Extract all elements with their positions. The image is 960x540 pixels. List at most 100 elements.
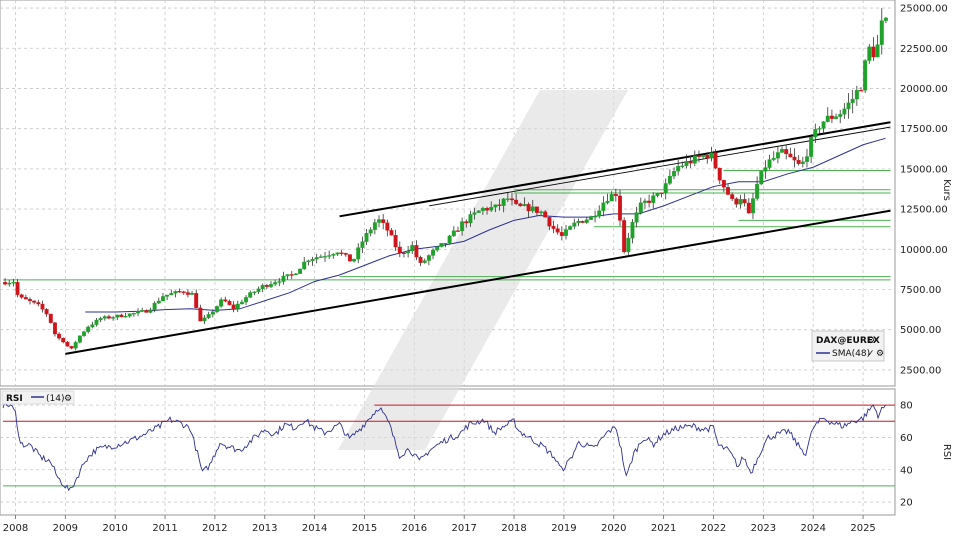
candle-body <box>435 246 440 251</box>
candle-body <box>385 222 390 231</box>
candle-body <box>638 202 643 213</box>
candle-body <box>173 291 178 294</box>
settings-icon[interactable]: ⚙ <box>867 336 875 346</box>
rsi-line <box>2 400 886 492</box>
candle-body <box>7 282 12 285</box>
x-tick-label: 2025 <box>850 523 875 534</box>
price-tick-label: 15000.00 <box>900 164 948 175</box>
candle-body <box>788 153 793 158</box>
candle-body <box>834 116 839 119</box>
candle-body <box>69 346 74 349</box>
candle-body <box>165 294 170 297</box>
candle-body <box>318 256 323 258</box>
candle-body <box>792 156 797 161</box>
candle-body <box>44 309 49 315</box>
candle-body <box>239 301 244 305</box>
candle-body <box>609 194 614 202</box>
candle-body <box>219 299 224 307</box>
trend-lines <box>65 121 891 355</box>
candle-body <box>875 44 880 58</box>
candle-body <box>264 285 269 287</box>
candle-body <box>588 216 593 220</box>
candle-body <box>86 326 91 332</box>
candle-body <box>771 157 776 160</box>
x-tick-label: 2010 <box>102 523 127 534</box>
candle-body <box>169 293 174 296</box>
candle-body <box>439 243 444 247</box>
candle-body <box>867 46 872 61</box>
candle-body <box>393 235 398 248</box>
candle-body <box>775 152 780 159</box>
settings-icon[interactable]: ⚙ <box>64 394 72 404</box>
rsi-tick-label: 60 <box>900 433 913 444</box>
legend-sma-label: SMA(48) <box>832 349 870 359</box>
candle-body <box>659 192 664 194</box>
candle-body <box>879 20 884 45</box>
candle-body <box>514 199 519 204</box>
candle-body <box>281 275 286 282</box>
candle-body <box>863 60 868 91</box>
price-tick-label: 20000.00 <box>900 84 948 95</box>
candle-body <box>368 229 373 234</box>
x-tick-label: 2012 <box>202 523 227 534</box>
candle-body <box>809 136 814 157</box>
candle-body <box>181 291 186 293</box>
candle-body <box>48 313 53 323</box>
candle-body <box>493 204 498 208</box>
candle-body <box>148 309 153 313</box>
x-tick-label: 2018 <box>501 523 526 534</box>
candle-body <box>709 152 714 159</box>
candle-body <box>410 245 415 252</box>
candle-body <box>688 161 693 164</box>
candle-body <box>223 299 228 302</box>
trend-line <box>429 126 891 207</box>
candle-body <box>505 198 510 200</box>
price-tick-label: 22500.00 <box>900 44 948 55</box>
candle-body <box>107 316 111 319</box>
candle-body <box>57 333 62 339</box>
candle-body <box>530 206 535 212</box>
rsi-levels <box>3 404 895 487</box>
candle-body <box>414 245 419 258</box>
candle-body <box>343 253 348 255</box>
candle-body <box>215 306 219 312</box>
candle-body <box>402 252 406 254</box>
candle-body <box>829 115 834 119</box>
candle-body <box>177 291 182 293</box>
candle-body <box>3 282 8 285</box>
candle-body <box>422 260 427 263</box>
candle-body <box>796 159 801 164</box>
rsi-legend-title: RSI <box>6 394 23 404</box>
candle-body <box>883 17 888 21</box>
candle-body <box>526 204 531 212</box>
candle-body <box>497 204 502 206</box>
candle-body <box>742 199 747 204</box>
candle-body <box>692 155 697 164</box>
candle-body <box>468 214 473 224</box>
rsi-legend: RSI (14) ⚙ <box>1 390 75 405</box>
candle-body <box>431 249 435 256</box>
price-axis-title: Kurs <box>941 179 952 201</box>
candle-body <box>61 337 66 343</box>
x-tick-label: 2023 <box>751 523 776 534</box>
rsi-y-axis: 20 40 60 80 <box>900 401 913 509</box>
candle-body <box>784 149 789 155</box>
candle-body <box>780 149 784 153</box>
candle-body <box>119 314 124 318</box>
settings-icon[interactable]: ⚙ <box>876 349 884 359</box>
candle-body <box>605 200 610 203</box>
check-icon[interactable]: ✓ <box>867 349 875 359</box>
candle-body <box>310 259 315 261</box>
candle-body <box>210 311 215 315</box>
candle-body <box>227 300 232 305</box>
x-tick-label: 2024 <box>800 523 825 534</box>
candle-body <box>248 292 253 298</box>
price-tick-label: 10000.00 <box>900 245 948 256</box>
candle-body <box>32 300 37 303</box>
candle-body <box>327 255 332 257</box>
candle-body <box>260 285 265 290</box>
x-tick-label: 2014 <box>302 523 327 534</box>
candle-body <box>651 195 656 203</box>
candle-body <box>464 221 469 224</box>
candle-body <box>269 284 273 287</box>
